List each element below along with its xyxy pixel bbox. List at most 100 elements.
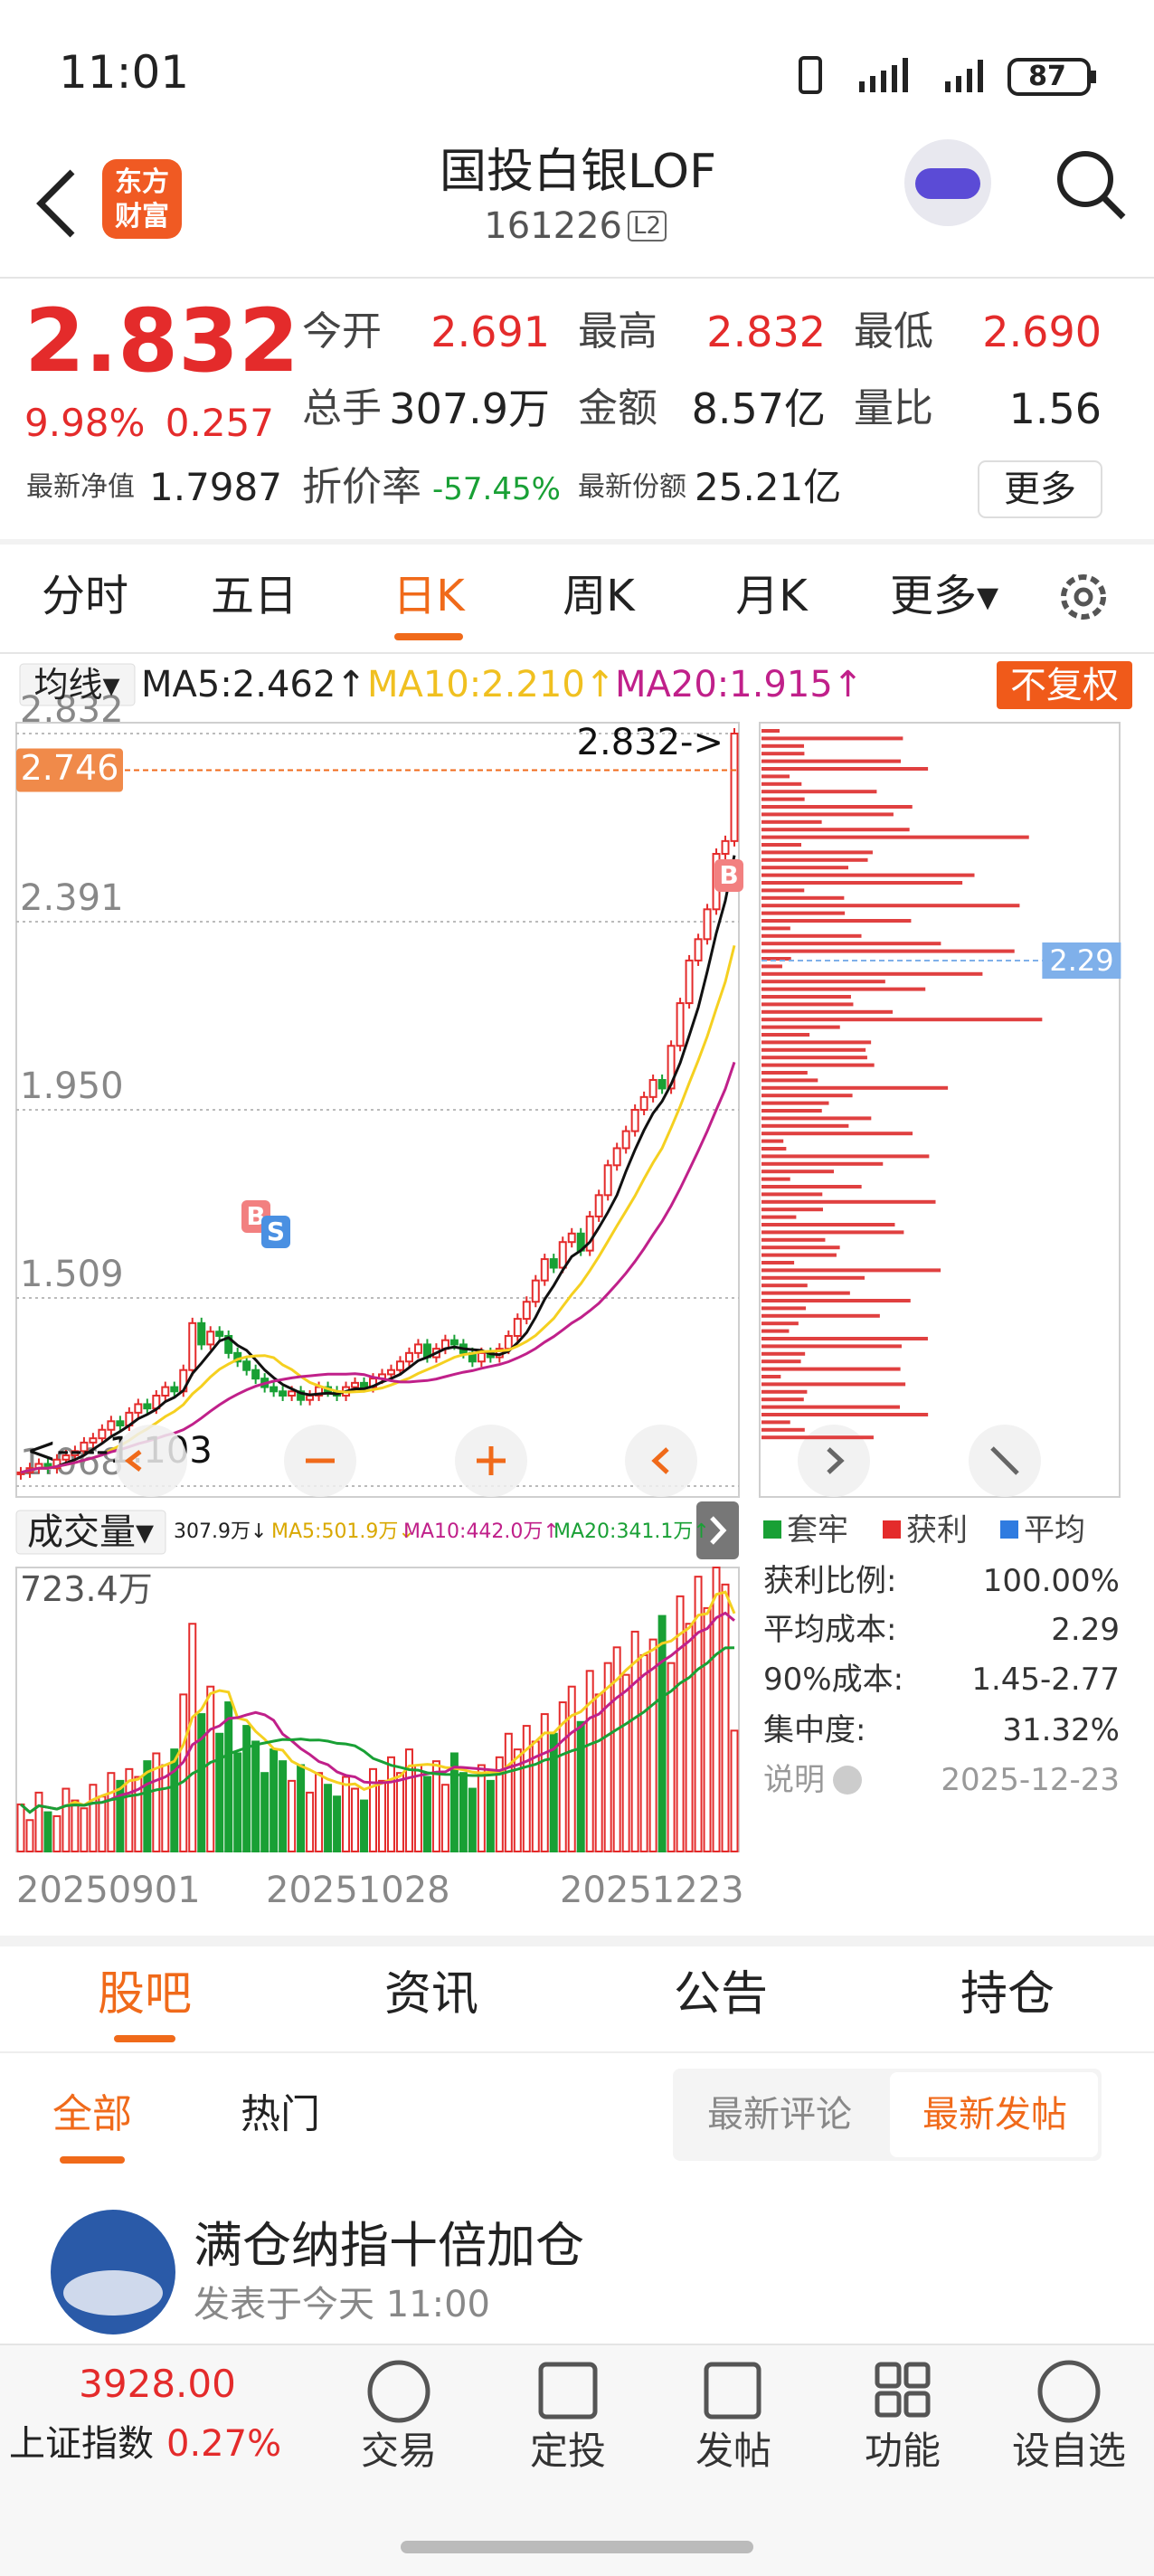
candle (279, 1390, 288, 1397)
volume-bar (16, 1803, 25, 1852)
action-label[interactable]: 功能 (864, 2429, 941, 2473)
y-tick-label: 1.509 (20, 1254, 124, 1295)
period-tab[interactable]: 周K (563, 571, 635, 621)
period-tab[interactable]: 日K (393, 571, 465, 621)
volume-bar (306, 1791, 315, 1852)
chip-bar (761, 797, 805, 801)
chip-bar (761, 774, 790, 779)
candle (224, 1334, 233, 1354)
action-label[interactable]: 设自选 (1011, 2429, 1127, 2473)
chip-bar (761, 1420, 790, 1425)
candle (170, 1386, 179, 1393)
chip-value: 100.00% (982, 1563, 1120, 1599)
adjust-label[interactable]: 不复权 (1010, 665, 1119, 706)
volume-bar (197, 1713, 206, 1852)
action-label[interactable]: 交易 (360, 2429, 438, 2473)
chip-bar (761, 1337, 928, 1340)
ma-selector[interactable] (19, 663, 136, 706)
volume-bar (504, 1732, 513, 1853)
volume-bar (297, 1764, 306, 1852)
y-tick-label: 1.950 (20, 1065, 124, 1107)
chip-bar (761, 995, 851, 999)
candle (477, 1351, 486, 1363)
more-button[interactable] (978, 460, 1102, 518)
chip-label: 获利比例: (763, 1563, 897, 1599)
volume-bar (215, 1732, 224, 1853)
sub-tab[interactable]: 全部 (52, 2091, 132, 2137)
date-label: 20251223 (560, 1870, 744, 1911)
sort-tab[interactable]: 最新发帖 (922, 2094, 1067, 2136)
period-tab[interactable]: 分时 (41, 571, 129, 621)
volume-bar (134, 1776, 143, 1852)
chip-bar (761, 942, 941, 946)
chart-button[interactable] (115, 1425, 187, 1497)
chart-button[interactable] (625, 1425, 697, 1497)
period-tab[interactable]: 月K (735, 571, 808, 621)
candle (449, 1339, 459, 1346)
action-label[interactable]: 定投 (529, 2429, 607, 2473)
volume-bar (360, 1799, 369, 1852)
volume-bar (80, 1807, 89, 1853)
search-icon[interactable] (1057, 151, 1113, 207)
candle (161, 1386, 170, 1397)
candle (657, 1078, 667, 1090)
post-title[interactable]: 满仓纳指十倍加仓 (194, 2217, 584, 2274)
chip-bar (761, 1040, 872, 1045)
action-label[interactable]: 发帖 (695, 2429, 772, 2473)
more-label[interactable]: 更多 (1004, 469, 1076, 510)
chip-bar (761, 729, 780, 733)
logo-text: 财富 (115, 201, 169, 232)
ma-selector-label[interactable]: 均线▾ (33, 665, 120, 705)
chip-bar (761, 1208, 823, 1212)
volume-ma20-line (20, 1646, 735, 1814)
candle (612, 1147, 621, 1167)
back-icon[interactable] (36, 169, 75, 238)
volume-bar (43, 1811, 52, 1853)
chip-value: 31.32% (1002, 1712, 1120, 1748)
volume-selector-label[interactable]: 成交量▾ (26, 1511, 155, 1553)
y-tick-label: 2.832 (20, 689, 124, 731)
field-label: 量比 (854, 385, 933, 431)
chip-bar (761, 1116, 872, 1121)
trade-marker-label: B (246, 1201, 265, 1231)
settings-icon[interactable] (1061, 574, 1106, 620)
period-tab[interactable]: 五日 (210, 571, 298, 621)
volume-bar (567, 1685, 576, 1852)
content-tab[interactable]: 资讯 (383, 1967, 479, 2022)
candle (513, 1318, 522, 1337)
chip-bar (761, 1299, 911, 1302)
fund-code: 161226 (484, 205, 622, 247)
chip-bar (761, 866, 849, 870)
candle (594, 1194, 603, 1217)
content-tab[interactable]: 股吧 (97, 1967, 193, 2022)
period-tab[interactable]: 更多▾ (889, 571, 999, 621)
chip-bar (761, 1009, 894, 1014)
volume-bar (98, 1795, 107, 1853)
chip-bar (761, 1268, 941, 1273)
chip-bar (761, 1382, 906, 1387)
candle (188, 1321, 197, 1371)
sort-tab[interactable]: 最新评论 (707, 2094, 852, 2136)
adjust-button[interactable] (997, 661, 1132, 709)
volume-selector[interactable] (15, 1510, 166, 1555)
expand-button[interactable] (696, 1501, 739, 1559)
candle (71, 1450, 80, 1457)
index-name: 上证指数 (9, 2423, 154, 2465)
candle (386, 1368, 395, 1376)
chip-bar (761, 752, 805, 756)
candle (549, 1258, 558, 1269)
sub-tab[interactable]: 热门 (241, 2091, 320, 2137)
candle (603, 1164, 612, 1197)
candle (630, 1109, 639, 1132)
volume-bar (260, 1772, 270, 1853)
expand-icon (710, 1516, 727, 1545)
volume-bar (34, 1791, 43, 1852)
info-icon[interactable] (833, 1766, 862, 1795)
content-tab[interactable]: 公告 (673, 1967, 769, 2022)
content-tab[interactable]: 持仓 (960, 1967, 1055, 2022)
chart-button[interactable] (798, 1425, 870, 1497)
candle (404, 1351, 413, 1363)
field-value: 1.56 (1008, 384, 1102, 433)
candle (703, 908, 712, 941)
